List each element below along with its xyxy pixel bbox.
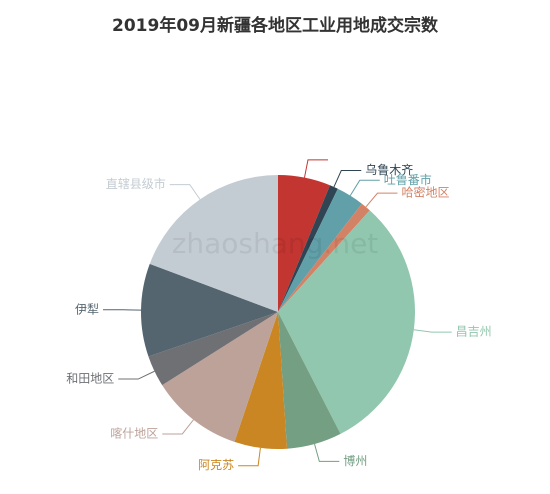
slice-label: 哈密地区 bbox=[401, 185, 449, 200]
slice-label: 吐鲁番市 bbox=[384, 172, 432, 187]
slice-label: 阿克苏 bbox=[198, 458, 234, 472]
slice-label: 博州 bbox=[343, 453, 367, 468]
watermark: zhaoshang.net bbox=[172, 227, 379, 260]
slice-label: 直辖县级市 bbox=[106, 176, 166, 191]
slice-label: 和田地区 bbox=[66, 372, 114, 386]
slice-label: 伊犁 bbox=[75, 302, 99, 316]
chart-title: 2019年09月新疆各地区工业用地成交宗数 bbox=[112, 15, 439, 36]
slice-label: 昌吉州 bbox=[456, 325, 492, 339]
slice-label: 喀什地区 bbox=[110, 426, 158, 440]
